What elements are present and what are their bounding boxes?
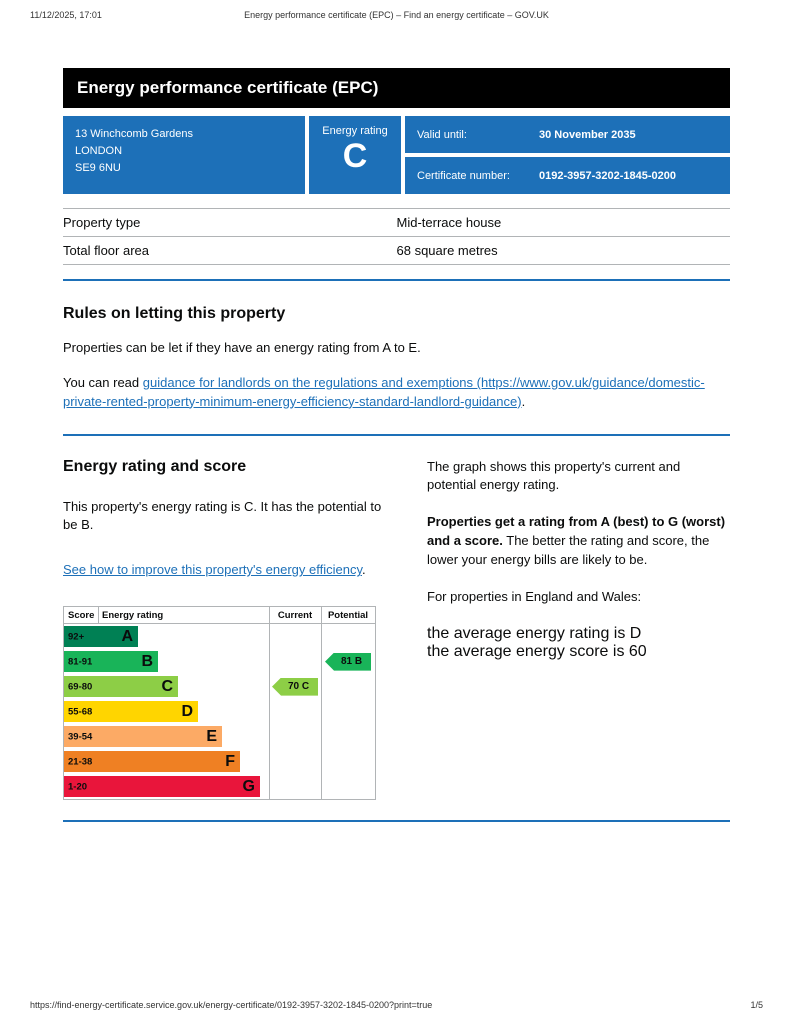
epc-band-score: 55-68 bbox=[68, 706, 93, 718]
rating-explainer-rest: The better the rating and score, the low… bbox=[427, 533, 710, 567]
valid-until-value: 30 November 2035 bbox=[539, 128, 636, 141]
epc-band-score: 81-91 bbox=[68, 656, 93, 668]
certificate-number-label: Certificate number: bbox=[417, 169, 510, 182]
letting-rules-heading: Rules on letting this property bbox=[63, 305, 286, 322]
epc-band-score: 92+ bbox=[68, 631, 85, 643]
section-divider bbox=[63, 433, 730, 436]
footer-url: https://find-energy-certificate.service.… bbox=[30, 1000, 433, 1010]
footer-page-number: 1/5 bbox=[750, 1000, 763, 1010]
property-type-value: Mid-terrace house bbox=[396, 208, 730, 237]
address-line-2: LONDON bbox=[75, 145, 123, 158]
energy-rating-value: C bbox=[342, 137, 368, 175]
epc-band-letter: C bbox=[161, 677, 173, 695]
epc-band-letter: F bbox=[225, 752, 235, 770]
rating-explainer-bold: Properties get a rating from A (best) to… bbox=[427, 514, 726, 549]
property-details-table: Property type Mid-terrace house Total fl… bbox=[63, 208, 730, 265]
chart-column-divider bbox=[321, 607, 322, 800]
epc-band-letter: A bbox=[121, 627, 133, 645]
rating-score-heading: Energy rating and score bbox=[63, 457, 247, 475]
epc-band-score: 21-38 bbox=[68, 756, 93, 768]
england-wales-intro: For properties in England and Wales: bbox=[427, 588, 642, 604]
energy-rating-box: Energy rating C bbox=[309, 116, 401, 194]
energy-rating-label: Energy rating bbox=[322, 125, 388, 137]
potential-rating-marker: 81 B bbox=[325, 652, 371, 671]
certificate-validity: Valid until: 30 November 2035 Certificat… bbox=[405, 116, 730, 194]
epc-banner-title: Energy performance certificate (EPC) bbox=[77, 78, 379, 97]
epc-band-row-a: A 92+ bbox=[64, 624, 375, 649]
epc-band-bar-c: C bbox=[64, 676, 178, 698]
rating-summary-para: This property's energy rating is C. It h… bbox=[63, 498, 382, 533]
epc-band-score: 1-20 bbox=[68, 781, 88, 793]
epc-band-letter: B bbox=[141, 652, 153, 670]
average-score-line: the average energy score is 60 bbox=[427, 642, 647, 660]
certificate-number-value: 0192-3957-3202-1845-0200 bbox=[539, 169, 677, 182]
chart-column-header-current: Current bbox=[277, 610, 313, 622]
epc-band-row-c: C 69-80 70 C bbox=[64, 674, 375, 699]
print-datetime: 11/12/2025, 17:01 bbox=[30, 10, 102, 20]
epc-band-score: 69-80 bbox=[68, 681, 93, 693]
chart-header-divider bbox=[98, 607, 99, 624]
epc-band-row-b: B 81-91 81 B bbox=[64, 649, 375, 674]
epc-band-score: 39-54 bbox=[68, 731, 93, 743]
property-address: 13 Winchcomb Gardens LONDON SE9 6NU bbox=[63, 116, 305, 194]
improve-efficiency-para: See how to improve this property's energ… bbox=[63, 561, 393, 580]
epc-chart-header: Score Energy rating Current Potential bbox=[64, 607, 375, 625]
epc-band-letter: E bbox=[206, 727, 217, 745]
epc-band-bar-g: G bbox=[64, 776, 260, 798]
chart-column-divider bbox=[269, 607, 270, 800]
total-floor-area-label: Total floor area bbox=[63, 236, 397, 265]
total-floor-area-value: 68 square metres bbox=[396, 236, 730, 265]
epc-chart-body: A 92+ B 81-91 81 B C 69-80 70 C D 55-68 E 39-54 F 21-… bbox=[64, 624, 375, 799]
chart-column-header-score: Score bbox=[68, 610, 95, 622]
letting-rules-para: Properties can be let if they have an en… bbox=[63, 340, 421, 355]
table-row: Total floor area 68 square metres bbox=[63, 236, 730, 265]
epc-band-letter: G bbox=[242, 777, 255, 795]
epc-band-row-e: E 39-54 bbox=[64, 724, 375, 749]
print-header: 11/12/2025, 17:01 Energy performance cer… bbox=[30, 10, 763, 20]
valid-until-label: Valid until: bbox=[417, 128, 467, 141]
print-doc-title: Energy performance certificate (EPC) – F… bbox=[244, 10, 549, 20]
graph-description: The graph shows this property's current … bbox=[427, 458, 681, 493]
epc-rating-chart: Score Energy rating Current Potential A 92+ B… bbox=[63, 606, 376, 801]
property-type-label: Property type bbox=[63, 208, 397, 237]
guidance-text-suffix: . bbox=[521, 393, 526, 409]
landlord-guidance-link[interactable]: guidance for landlords on the regulation… bbox=[63, 374, 705, 409]
guidance-text-prefix: You can read bbox=[63, 374, 143, 390]
section-divider bbox=[63, 279, 730, 281]
average-rating-line: the average energy rating is D bbox=[427, 624, 642, 642]
current-rating-marker: 70 C bbox=[272, 677, 318, 696]
certificate-number-row: Certificate number: 0192-3957-3202-1845-… bbox=[405, 157, 730, 194]
improve-efficiency-link[interactable]: See how to improve this property's energ… bbox=[63, 562, 362, 578]
epc-band-row-g: G 1-20 bbox=[64, 774, 375, 799]
address-line-1: 13 Winchcomb Gardens bbox=[75, 128, 193, 140]
epc-band-bar-b: B bbox=[64, 651, 158, 673]
valid-until-row: Valid until: 30 November 2035 bbox=[405, 116, 730, 153]
epc-band-row-d: D 55-68 bbox=[64, 699, 375, 724]
epc-band-row-f: F 21-38 bbox=[64, 749, 375, 774]
rating-section-right: The graph shows this property's current … bbox=[427, 458, 730, 801]
improve-efficiency-suffix: . bbox=[361, 562, 366, 578]
epc-banner: Energy performance certificate (EPC) bbox=[63, 68, 730, 108]
address-line-3: SE9 6NU bbox=[75, 162, 121, 175]
print-footer: https://find-energy-certificate.service.… bbox=[30, 1000, 763, 1010]
chart-column-header-energy-rating: Energy rating bbox=[102, 610, 164, 622]
certificate-summary: 13 Winchcomb Gardens LONDON SE9 6NU Ener… bbox=[63, 116, 730, 194]
epc-band-bar-e: E bbox=[64, 726, 222, 748]
rating-explainer: Properties get a rating from A (best) to… bbox=[427, 513, 730, 570]
rating-section-left: Energy rating and score This property's … bbox=[63, 458, 393, 801]
epc-band-bar-d: D bbox=[64, 701, 198, 723]
table-row: Property type Mid-terrace house bbox=[63, 208, 730, 237]
epc-band-letter: D bbox=[181, 702, 193, 720]
letting-guidance-para: You can read guidance for landlords on t… bbox=[63, 374, 730, 412]
epc-band-bar-f: F bbox=[64, 751, 240, 773]
section-divider bbox=[63, 820, 730, 823]
certificate-content: Energy performance certificate (EPC) 13 … bbox=[63, 68, 730, 823]
chart-column-header-potential: Potential bbox=[327, 610, 369, 622]
rating-section: Energy rating and score This property's … bbox=[63, 458, 730, 801]
epc-band-bar-a: A bbox=[64, 626, 138, 648]
